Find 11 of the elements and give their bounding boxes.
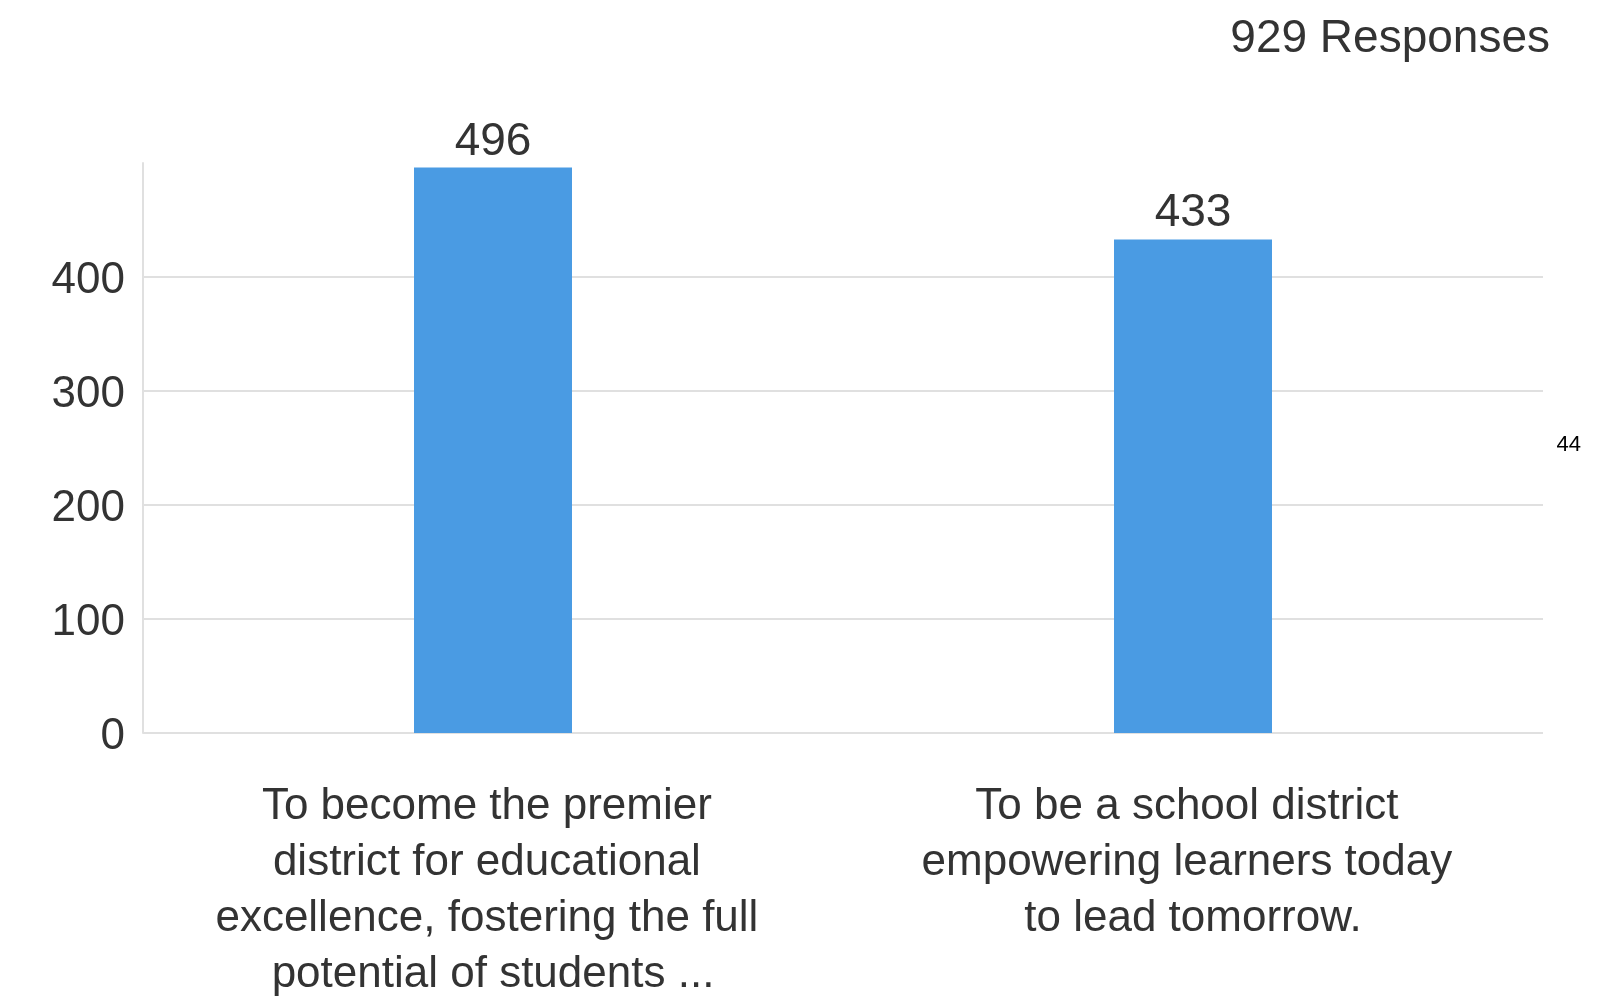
y-tick-label: 0 <box>100 708 125 758</box>
x-tick-label: To be a school district empowering learners today to lead tomorrow. <box>921 778 1465 940</box>
data-label: 496 <box>454 112 532 165</box>
y-tick-label: 400 <box>51 252 125 302</box>
x-tick-label: To become the premier district for educational excellence, fostering the full potential of students ... <box>215 778 771 996</box>
y-tick-label: 300 <box>51 366 125 416</box>
y-tick-label: 200 <box>51 480 125 530</box>
y-tick-label: 100 <box>51 594 125 644</box>
text: 44 <box>1556 430 1582 456</box>
chart-title: 929 Responses <box>1230 10 1551 62</box>
data-label: 433 <box>1154 184 1232 237</box>
